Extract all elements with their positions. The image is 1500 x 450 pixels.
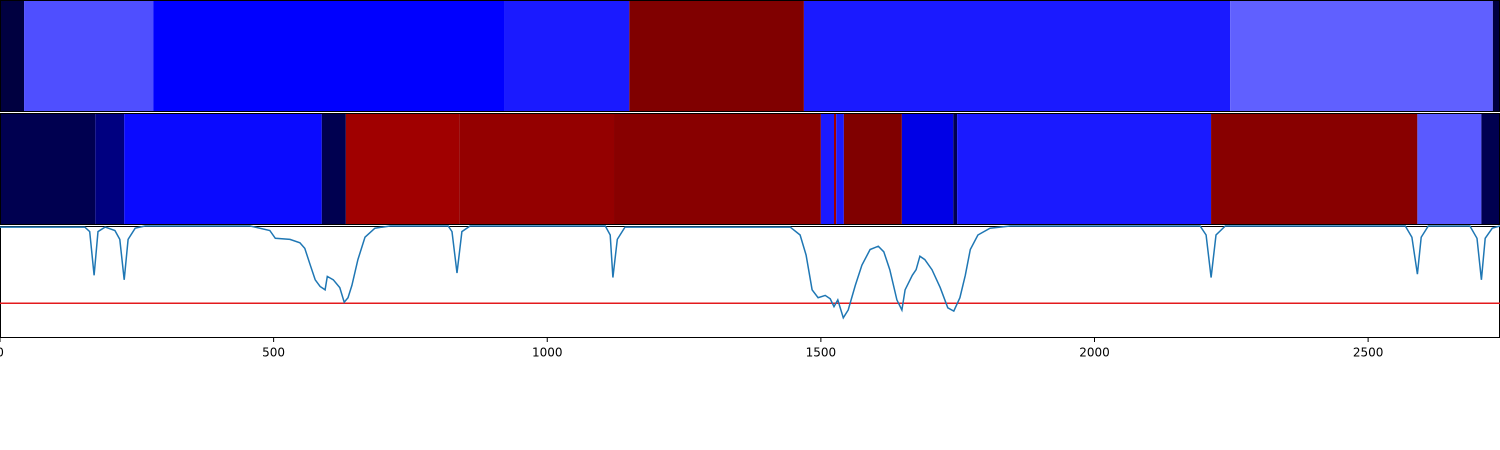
segment <box>95 113 125 225</box>
segment <box>1492 0 1500 112</box>
segment <box>153 0 505 112</box>
x-tick-label: 2500 <box>1353 346 1384 360</box>
segment <box>1417 113 1482 225</box>
segment <box>321 113 346 225</box>
segment <box>1230 0 1493 112</box>
segment <box>834 113 837 225</box>
segment <box>1211 113 1418 225</box>
segment <box>24 0 154 112</box>
segment <box>957 113 1212 225</box>
segment <box>0 0 25 112</box>
panel-frame <box>0 226 1500 338</box>
x-tick-label: 1000 <box>532 346 563 360</box>
x-tick-label: 2000 <box>1079 346 1110 360</box>
segment <box>345 113 460 225</box>
segment <box>0 113 96 225</box>
segment <box>1481 113 1500 225</box>
segment <box>953 113 958 225</box>
segment <box>820 113 835 225</box>
segment <box>459 113 615 225</box>
segment <box>836 113 844 225</box>
segment <box>901 113 954 225</box>
segment <box>629 0 804 112</box>
x-tick-label: 1500 <box>806 346 837 360</box>
segment <box>504 0 630 112</box>
segment <box>843 113 902 225</box>
segment <box>803 0 1231 112</box>
signal-line <box>0 225 1500 320</box>
segment <box>614 113 821 225</box>
segment <box>124 113 322 225</box>
x-tick-label: 500 <box>262 346 285 360</box>
x-tick-label: 0 <box>0 346 4 360</box>
